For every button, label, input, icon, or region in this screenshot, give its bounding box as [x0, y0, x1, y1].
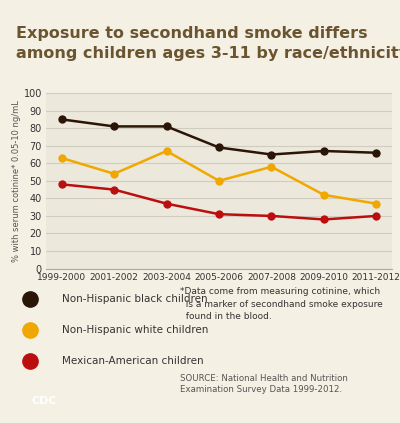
Text: Exposure to secondhand smoke differs
among children ages 3-11 by race/ethnicity: Exposure to secondhand smoke differs amo…: [16, 26, 400, 61]
Text: Non-Hispanic white children: Non-Hispanic white children: [62, 325, 208, 335]
Text: Non-Hispanic black children: Non-Hispanic black children: [62, 294, 208, 305]
Text: Mexican-American children: Mexican-American children: [62, 356, 204, 366]
Y-axis label: % with serum cotinine* 0.05-10 ng/mL: % with serum cotinine* 0.05-10 ng/mL: [12, 100, 21, 262]
Text: SOURCE: National Health and Nutrition
Examination Survey Data 1999-2012.: SOURCE: National Health and Nutrition Ex…: [180, 374, 348, 394]
Text: *Data come from measuring cotinine, which
  is a marker of secondhand smoke expo: *Data come from measuring cotinine, whic…: [180, 287, 383, 321]
Text: CDC: CDC: [31, 396, 57, 406]
